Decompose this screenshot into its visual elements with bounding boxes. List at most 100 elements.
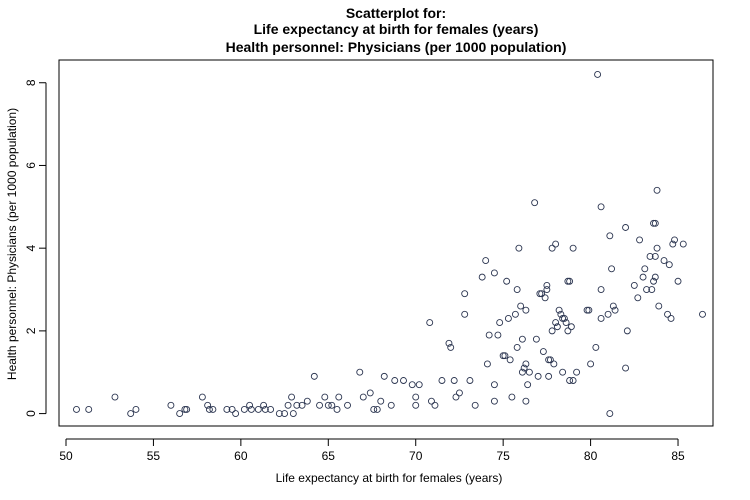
data-point [651,252,659,260]
data-point [573,368,581,376]
data-point [594,71,602,78]
data-point [665,261,673,269]
data-point [415,381,423,389]
x-axis: 50 55 60 65 70 75 80 85 [59,438,685,463]
data-point [630,281,638,289]
data-point [664,310,671,318]
data-point [176,410,184,418]
data-point [552,240,560,248]
data-point [564,327,572,335]
x-axis-label: Life expectancy at birth for females (ye… [276,471,503,485]
data-point [646,252,654,260]
data-point [669,240,677,248]
data-point [569,377,577,384]
data-point [503,277,511,285]
data-point [569,244,577,252]
chart-title-line-2: Life expectancy at birth for females (ye… [254,21,539,37]
chart-title-line-1: Scatterplot for: [346,5,446,21]
data-point [412,393,420,401]
data-point [543,286,551,293]
plot-frame [58,59,714,427]
data-point [111,393,119,401]
data-point [553,323,561,331]
data-point [548,244,556,252]
data-point [643,286,651,293]
chart-title-line-3: Health personnel: Physicians (per 1000 p… [226,39,567,55]
data-point [560,315,568,322]
data-point [622,224,630,231]
data-point [438,377,446,384]
data-point [267,406,275,413]
data-point [587,360,595,368]
data-point [400,377,407,384]
data-point [298,401,306,409]
y-tick-label: 4 [24,245,38,252]
data-point [674,277,682,285]
y-tick-label: 6 [24,162,38,169]
data-point [539,348,547,356]
data-point [597,286,605,293]
data-point [583,306,591,314]
data-point [490,381,498,389]
data-point [455,389,463,397]
data-point [387,401,395,409]
data-point [543,281,551,289]
y-tick-label: 0 [24,410,38,417]
data-point [494,331,502,339]
data-point [513,343,521,351]
chart-title: Scatterplot for: Life expectancy at birt… [226,5,567,55]
data-point [247,406,255,413]
data-point [461,310,469,318]
data-point [531,199,539,207]
data-point [344,401,351,409]
data-point [450,377,458,384]
data-point [545,372,553,380]
data-point [623,327,631,335]
data-point [204,401,212,409]
data-point [240,406,248,413]
data-point [366,389,374,397]
x-tick-label: 65 [322,449,336,463]
data-point [546,356,554,364]
data-point [426,319,434,327]
data-point [504,315,512,322]
data-point [518,368,526,376]
data-point [585,306,593,314]
data-point [611,306,619,314]
y-tick-label: 8 [24,79,38,86]
data-point [548,327,556,335]
data-point [522,360,530,368]
data-point [653,244,661,252]
data-point [639,273,647,281]
data-point [281,410,289,418]
data-point [254,406,262,413]
data-point [552,319,560,327]
data-point [648,286,656,293]
data-point [228,406,236,413]
data-point [223,406,231,413]
data-point [515,244,523,252]
data-point [520,364,528,372]
data-point [650,219,657,227]
data-point [246,401,254,409]
data-point [412,401,420,409]
data-point [671,236,678,244]
data-point [373,406,381,413]
data-point [522,397,530,405]
data-point [679,240,687,248]
data-point [496,319,504,327]
data-point [452,393,460,401]
data-point [275,410,283,418]
data-point [284,401,292,409]
data-point [660,257,668,265]
data-point [181,406,189,413]
data-point [566,277,574,285]
data-points [73,71,706,418]
data-point [461,290,469,298]
data-point [566,377,574,384]
data-point [466,377,474,384]
data-point [370,406,378,413]
data-point [511,310,519,318]
data-point [293,401,301,409]
data-point [564,277,572,285]
